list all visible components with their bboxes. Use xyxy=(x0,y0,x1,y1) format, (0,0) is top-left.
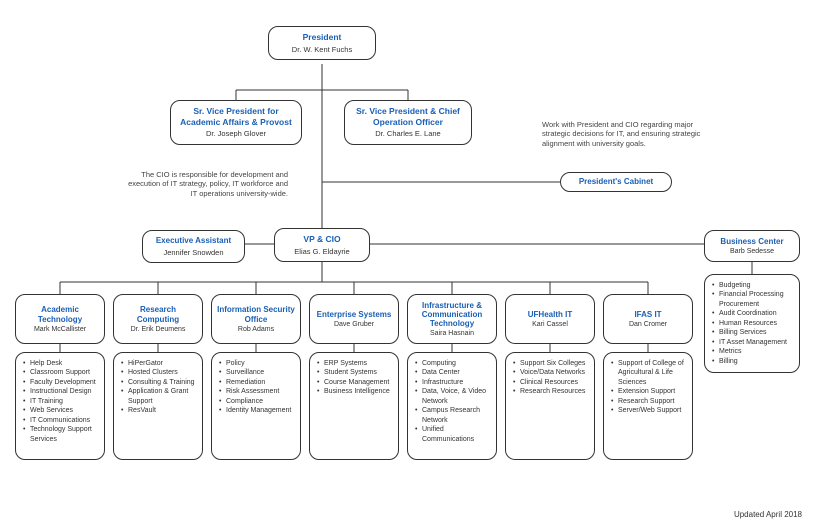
list-item: Extension Support xyxy=(618,387,688,396)
cabinet-title: President's Cabinet xyxy=(567,177,665,187)
dept-title: Academic Technology xyxy=(20,305,100,323)
list-item: Hosted Clusters xyxy=(128,368,198,377)
dept-title: UFHealth IT xyxy=(510,310,590,319)
list-item: Classroom Support xyxy=(30,368,100,377)
list-item: IT Communications xyxy=(30,416,100,425)
list-item: Surveillance xyxy=(226,368,296,377)
dept-6: IFAS IT Dan Cromer Support of College of A… xyxy=(603,294,693,460)
president-title: President xyxy=(275,32,369,43)
dept-lead: Dan Cromer xyxy=(608,321,688,328)
svp-academic-title: Sr. Vice President for Academic Affairs … xyxy=(177,106,295,127)
list-item: Voice/Data Networks xyxy=(520,368,590,377)
list-item: Help Desk xyxy=(30,359,100,368)
dept-title: Infrastructure & Communication Technolog… xyxy=(412,301,492,329)
exec-asst-title: Executive Assistant xyxy=(149,236,238,246)
list-item: Remediation xyxy=(226,378,296,387)
dept-3: Enterprise Systems Dave Gruber ERP Systems… xyxy=(309,294,399,460)
list-item: ERP Systems xyxy=(324,359,394,368)
dept-items: ComputingData CenterInfrastructureData, … xyxy=(416,359,492,444)
list-item: Billing xyxy=(719,357,795,366)
list-item: Data Center xyxy=(422,368,492,377)
dept-lead: Rob Adams xyxy=(216,326,296,333)
president-name: Dr. W. Kent Fuchs xyxy=(275,45,369,54)
list-item: Policy xyxy=(226,359,296,368)
exec-asst-name: Jennifer Snowden xyxy=(149,248,238,257)
list-item: Clinical Resources xyxy=(520,378,590,387)
list-item: Infrastructure xyxy=(422,378,492,387)
list-item: Faculty Development xyxy=(30,378,100,387)
dept-0: Academic Technology Mark McCallister Help … xyxy=(15,294,105,460)
list-item: IT Asset Management xyxy=(719,338,795,347)
dept-1: Research Computing Dr. Erik Deumens HiPerG… xyxy=(113,294,203,460)
svp-coo-title: Sr. Vice President & Chief Operation Off… xyxy=(351,106,465,127)
vp-cio-name: Elias G. Eldayrie xyxy=(281,247,363,256)
list-item: Billing Services xyxy=(719,328,795,337)
node-vp-cio: VP & CIO Elias G. Eldayrie xyxy=(274,228,370,262)
dept-title: IFAS IT xyxy=(608,310,688,319)
svp-coo-name: Dr. Charles E. Lane xyxy=(351,129,465,138)
node-svp-coo: Sr. Vice President & Chief Operation Off… xyxy=(344,100,472,145)
business-center-items: BudgetingFinancial Processing Procuremen… xyxy=(713,281,795,366)
list-item: Risk Assessment xyxy=(226,387,296,396)
vp-cio-title: VP & CIO xyxy=(281,234,363,245)
dept-title: Research Computing xyxy=(118,305,198,323)
svp-academic-name: Dr. Joseph Glover xyxy=(177,129,295,138)
dept-items: Help DeskClassroom SupportFaculty Develo… xyxy=(24,359,100,444)
dept-title: Information Security Office xyxy=(216,305,296,323)
list-item: Audit Coordination xyxy=(719,309,795,318)
list-item: Data, Voice, & Video Network xyxy=(422,387,492,406)
list-item: Technology Support Services xyxy=(30,425,100,444)
org-chart: President Dr. W. Kent Fuchs Sr. Vice Pre… xyxy=(12,12,808,519)
footer-text: Updated April 2018 xyxy=(734,510,802,519)
business-center-title: Business Center xyxy=(709,237,795,246)
list-item: Compliance xyxy=(226,397,296,406)
list-item: Campus Research Network xyxy=(422,406,492,425)
dept-lead: Saira Hasnain xyxy=(412,330,492,337)
list-item: Metrics xyxy=(719,347,795,356)
list-item: Research Support xyxy=(618,397,688,406)
node-business-center: Business Center Barb Sedesse BudgetingFi… xyxy=(704,230,800,373)
dept-items: ERP SystemsStudent SystemsCourse Managem… xyxy=(318,359,394,397)
list-item: Financial Processing Procurement xyxy=(719,290,795,309)
dept-lead: Mark McCallister xyxy=(20,326,100,333)
list-item: Budgeting xyxy=(719,281,795,290)
dept-2: Information Security Office Rob Adams Poli… xyxy=(211,294,301,460)
list-item: Computing xyxy=(422,359,492,368)
dept-title: Enterprise Systems xyxy=(314,310,394,319)
dept-items: PolicySurveillanceRemediationRisk Assess… xyxy=(220,359,296,416)
dept-lead: Dr. Erik Deumens xyxy=(118,326,198,333)
business-center-name: Barb Sedesse xyxy=(709,248,795,255)
list-item: IT Training xyxy=(30,397,100,406)
list-item: Server/Web Support xyxy=(618,406,688,415)
note-cabinet: Work with President and CIO regarding ma… xyxy=(542,120,702,148)
dept-items: Support of College of Agricultural & Lif… xyxy=(612,359,688,416)
list-item: Support Six Colleges xyxy=(520,359,590,368)
list-item: Consulting & Training xyxy=(128,378,198,387)
dept-items: Support Six CollegesVoice/Data NetworksC… xyxy=(514,359,590,397)
list-item: Research Resources xyxy=(520,387,590,396)
dept-items: HiPerGatorHosted ClustersConsulting & Tr… xyxy=(122,359,198,416)
list-item: Business Intelligence xyxy=(324,387,394,396)
list-item: HiPerGator xyxy=(128,359,198,368)
note-cio: The CIO is responsible for development a… xyxy=(124,170,288,198)
list-item: Identity Management xyxy=(226,406,296,415)
node-cabinet: President's Cabinet xyxy=(560,172,672,192)
dept-lead: Kari Cassel xyxy=(510,321,590,328)
node-exec-asst: Executive Assistant Jennifer Snowden xyxy=(142,230,245,263)
dept-5: UFHealth IT Kari Cassel Support Six Colleg… xyxy=(505,294,595,460)
list-item: Course Management xyxy=(324,378,394,387)
dept-lead: Dave Gruber xyxy=(314,321,394,328)
list-item: Application & Grant Support xyxy=(128,387,198,406)
node-president: President Dr. W. Kent Fuchs xyxy=(268,26,376,60)
list-item: ResVault xyxy=(128,406,198,415)
node-svp-academic: Sr. Vice President for Academic Affairs … xyxy=(170,100,302,145)
list-item: Student Systems xyxy=(324,368,394,377)
list-item: Unified Communications xyxy=(422,425,492,444)
list-item: Support of College of Agricultural & Lif… xyxy=(618,359,688,387)
dept-4: Infrastructure & Communication Technolog… xyxy=(407,294,497,460)
list-item: Web Services xyxy=(30,406,100,415)
list-item: Human Resources xyxy=(719,319,795,328)
list-item: Instructional Design xyxy=(30,387,100,396)
